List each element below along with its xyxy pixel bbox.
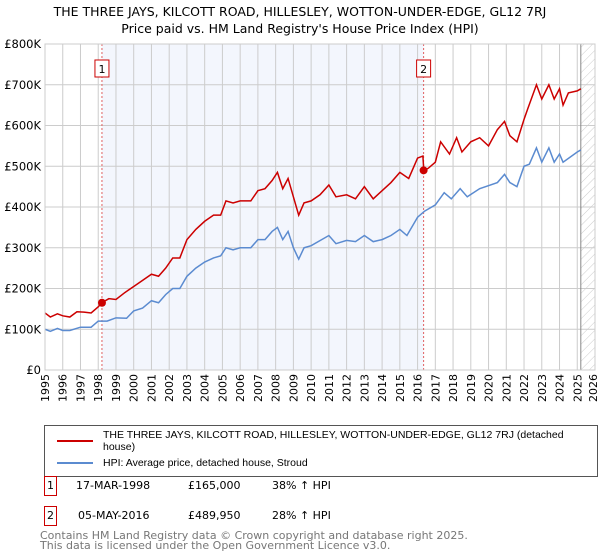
x-tick-label: 2008 bbox=[270, 374, 283, 402]
y-tick-label: £200K bbox=[4, 282, 41, 296]
x-tick-label: 2006 bbox=[234, 374, 247, 402]
x-tick-label: 2007 bbox=[252, 374, 265, 402]
x-tick-label: 2020 bbox=[483, 374, 496, 402]
sale-label: 2 bbox=[420, 63, 427, 76]
x-tick-label: 2014 bbox=[376, 374, 389, 402]
legend-swatch-red bbox=[57, 440, 93, 442]
x-tick-label: 2026 bbox=[587, 374, 600, 402]
y-tick-label: £100K bbox=[4, 322, 41, 336]
x-tick-label: 2002 bbox=[163, 374, 176, 402]
x-tick-label: 1999 bbox=[110, 374, 123, 402]
x-tick-label: 1998 bbox=[92, 374, 105, 402]
sale-hpi: 38% ↑ HPI bbox=[272, 479, 331, 492]
legend-item-property: THE THREE JAYS, KILCOTT ROAD, HILLESLEY,… bbox=[57, 429, 589, 453]
sale-label: 1 bbox=[98, 63, 105, 76]
x-tick-label: 2021 bbox=[500, 374, 513, 402]
sale-marker-2: 2 bbox=[44, 506, 57, 526]
x-tick-label: 2004 bbox=[199, 374, 212, 402]
x-tick-label: 2003 bbox=[181, 374, 194, 402]
x-tick-label: 1997 bbox=[74, 374, 87, 402]
sale-point bbox=[419, 166, 428, 175]
x-tick-label: 2017 bbox=[429, 374, 442, 402]
x-tick-label: 2009 bbox=[287, 374, 300, 402]
y-tick-label: £500K bbox=[4, 159, 41, 173]
x-tick-label: 2015 bbox=[394, 374, 407, 402]
chart-title-line1: THE THREE JAYS, KILCOTT ROAD, HILLESLEY,… bbox=[53, 4, 547, 19]
legend-label-hpi: HPI: Average price, detached house, Stro… bbox=[103, 457, 308, 469]
x-tick-label: 2024 bbox=[554, 374, 567, 402]
x-tick-label: 2010 bbox=[305, 374, 318, 402]
sale-price: £489,950 bbox=[188, 509, 241, 522]
y-tick-label: £600K bbox=[4, 119, 41, 133]
x-tick-label: 2000 bbox=[128, 374, 141, 402]
x-tick-label: 2016 bbox=[412, 374, 425, 402]
sale-point bbox=[97, 298, 106, 307]
legend-item-hpi: HPI: Average price, detached house, Stro… bbox=[57, 455, 589, 471]
x-tick-label: 2022 bbox=[518, 374, 531, 402]
x-tick-label: 2012 bbox=[341, 374, 354, 402]
x-tick-label: 2013 bbox=[358, 374, 371, 402]
x-tick-label: 2023 bbox=[536, 374, 549, 402]
y-tick-label: £300K bbox=[4, 241, 41, 255]
property-series-line bbox=[44, 82, 582, 318]
y-tick-label: £400K bbox=[4, 200, 41, 214]
x-tick-label: 2005 bbox=[216, 374, 229, 402]
x-tick-label: 2001 bbox=[145, 374, 158, 402]
x-tick-label: 2011 bbox=[323, 374, 336, 402]
sale-label-box bbox=[416, 59, 432, 78]
footer-licence: This data is licensed under the Open Gov… bbox=[40, 539, 391, 552]
legend-label-property: THE THREE JAYS, KILCOTT ROAD, HILLESLEY,… bbox=[103, 429, 564, 453]
y-tick-label: £0 bbox=[26, 363, 41, 377]
footer: Contains HM Land Registry data © Crown c… bbox=[40, 529, 468, 552]
footer-copyright: Contains HM Land Registry data © Crown c… bbox=[40, 529, 468, 542]
x-tick-label: 2019 bbox=[465, 374, 478, 402]
sale-marker-1: 1 bbox=[44, 476, 57, 496]
legend: THE THREE JAYS, KILCOTT ROAD, HILLESLEY,… bbox=[44, 425, 598, 477]
x-tick-label: 2025 bbox=[571, 374, 584, 402]
y-tick-label: £800K bbox=[4, 37, 41, 51]
sale-date: 17-MAR-1998 bbox=[76, 479, 151, 492]
legend-swatch-blue bbox=[57, 462, 93, 464]
sale-price: £165,000 bbox=[188, 479, 241, 492]
y-tick-label: £700K bbox=[4, 78, 41, 92]
x-tick-label: 1996 bbox=[57, 374, 70, 402]
price-chart: 1995 1996 1997 1998 1999 2000 2001 2002 2003 2004… bbox=[4, 37, 600, 402]
x-tick-label: 1995 bbox=[39, 374, 52, 402]
chart-title-line2: Price paid vs. HM Land Registry's House … bbox=[121, 21, 479, 36]
sale-date: 05-MAY-2016 bbox=[78, 509, 150, 522]
sale-hpi: 28% ↑ HPI bbox=[272, 509, 331, 522]
plot-border bbox=[44, 43, 596, 371]
hpi-series-line bbox=[44, 145, 582, 333]
x-tick-label: 2018 bbox=[447, 374, 460, 402]
sale-label-box bbox=[94, 59, 110, 78]
